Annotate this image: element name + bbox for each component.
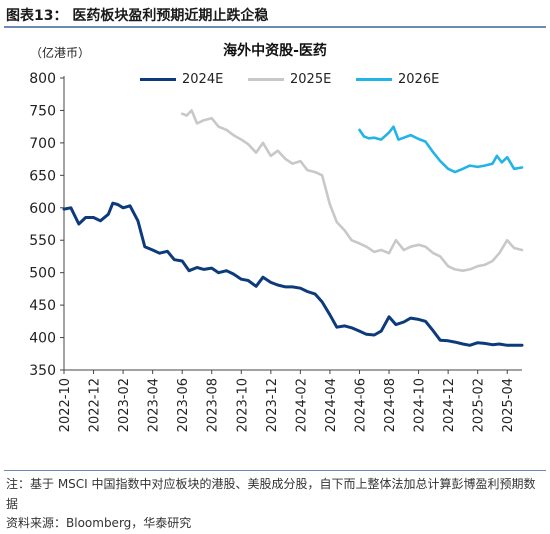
legend-item-2: 2026E (356, 72, 439, 87)
source-note: 资料来源：Bloomberg，华泰研究 (6, 516, 192, 530)
x-tick-label-15: 2025-04 (501, 378, 516, 432)
x-tick-label-9: 2024-04 (324, 378, 339, 432)
figure-title: 图表13： 医药板块盈利预期近期止跌企稳 (6, 8, 269, 24)
legend-swatch-2 (356, 78, 392, 81)
x-tick-label-6: 2023-10 (235, 378, 250, 432)
y-tick-label-4: 550 (29, 233, 56, 249)
footnote: 注：基于 MSCI 中国指数中对应板块的港股、美股成分股，自下而上整体法加总计算… (6, 477, 536, 511)
y-tick-label-9: 800 (29, 71, 56, 87)
legend-swatch-0 (140, 78, 176, 81)
x-tick-label-4: 2023-06 (176, 378, 191, 432)
y-tick-label-7: 700 (29, 136, 56, 152)
legend-swatch-1 (248, 78, 284, 81)
x-tick-label-3: 2023-04 (147, 378, 162, 432)
legend-label-2: 2026E (398, 72, 440, 87)
x-tick-label-2: 2023-02 (117, 378, 132, 432)
legend-label-0: 2024E (182, 72, 224, 87)
series-line-2025E (180, 109, 524, 273)
x-tick-label-14: 2025-02 (472, 378, 487, 432)
chart-plot-area: 350 400 450 500 550 600 650 700 750 800 2022-10 202… (29, 71, 524, 432)
legend-item-1: 2025E (248, 72, 331, 87)
footer-divider (4, 470, 546, 471)
y-tick-label-6: 650 (29, 168, 56, 184)
series-line-2024E (62, 201, 524, 347)
x-tick-label-8: 2024-02 (294, 378, 309, 432)
x-tick-label-1: 2022-12 (88, 378, 103, 432)
y-tick-label-3: 500 (29, 266, 56, 282)
y-tick-label-0: 350 (29, 363, 56, 379)
series-line-2026E (358, 125, 524, 174)
x-tick-label-5: 2023-08 (206, 378, 221, 432)
y-tick-label-1: 400 (29, 331, 56, 347)
x-tick-label-13: 2024-12 (442, 378, 457, 432)
x-tick-label-11: 2024-08 (383, 378, 398, 432)
x-tick-label-12: 2024-10 (413, 378, 428, 432)
unit-label: （亿港币） (30, 46, 91, 60)
x-tick-label-0: 2022-10 (58, 378, 73, 432)
y-tick-label-8: 750 (29, 103, 56, 119)
chart-title: 海外中资股-医药 (223, 43, 327, 59)
y-tick-label-5: 600 (29, 201, 56, 217)
y-tick-label-2: 450 (29, 298, 56, 314)
legend-item-0: 2024E (140, 72, 223, 87)
x-tick-label-7: 2023-12 (265, 378, 280, 432)
x-tick-label-10: 2024-06 (353, 378, 368, 432)
legend-label-1: 2025E (290, 72, 332, 87)
title-divider (4, 26, 546, 28)
